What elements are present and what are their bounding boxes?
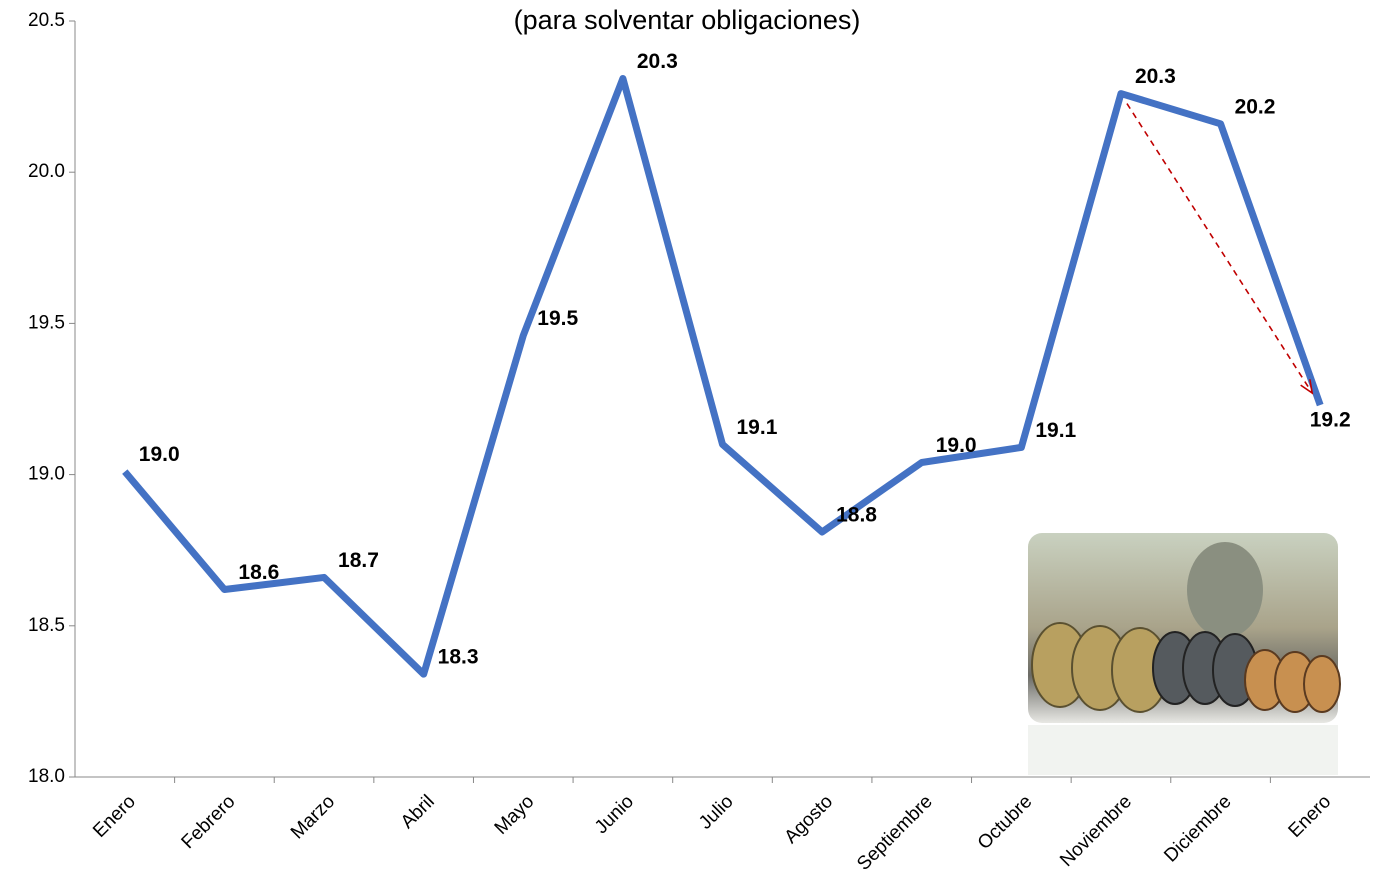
- y-tick-label: 18.5: [28, 615, 65, 636]
- y-tick-label: 19.5: [28, 312, 65, 333]
- data-label: 20.3: [1135, 65, 1176, 88]
- x-tick-label: Marzo: [287, 791, 339, 843]
- x-tick-label: Enero: [89, 791, 140, 842]
- x-tick-label: Noviembre: [1056, 791, 1136, 871]
- data-label: 19.5: [537, 307, 578, 330]
- x-tick-label: Diciembre: [1160, 791, 1235, 866]
- data-label: 19.1: [1035, 419, 1076, 442]
- y-tick-label: 20.5: [28, 10, 65, 31]
- money-image: [1028, 533, 1341, 775]
- x-tick-label: Septiembre: [853, 791, 937, 875]
- x-tick-label: Agosto: [781, 791, 838, 848]
- data-label: 20.2: [1235, 95, 1276, 118]
- data-label: 18.3: [438, 646, 479, 669]
- x-tick-label: Junio: [591, 791, 638, 838]
- x-tick-label: Mayo: [491, 791, 539, 839]
- data-line: [122, 74, 1324, 678]
- data-label: 18.8: [836, 504, 877, 527]
- x-tick-label: Enero: [1285, 791, 1336, 842]
- x-tick-label: Febrero: [178, 791, 240, 853]
- y-tick-label: 19.0: [28, 464, 65, 485]
- trend-arrow-head: [1300, 379, 1314, 395]
- data-label: 19.1: [737, 416, 778, 439]
- data-label: 19.0: [139, 443, 180, 466]
- y-tick-label: 20.0: [28, 161, 65, 182]
- chart-title: (para solventar obligaciones): [514, 5, 861, 35]
- x-tick-label: Octubre: [974, 791, 1037, 854]
- data-label: 19.0: [936, 434, 977, 457]
- y-tick-label: 18.0: [28, 766, 65, 787]
- data-label: 20.3: [637, 50, 678, 73]
- x-tick-label: Abril: [397, 791, 439, 833]
- x-tick-label: Julio: [695, 791, 737, 833]
- data-label: 19.2: [1310, 409, 1351, 432]
- trend-arrow: [1126, 103, 1313, 394]
- data-label: 18.7: [338, 549, 379, 572]
- data-label: 18.6: [238, 561, 279, 584]
